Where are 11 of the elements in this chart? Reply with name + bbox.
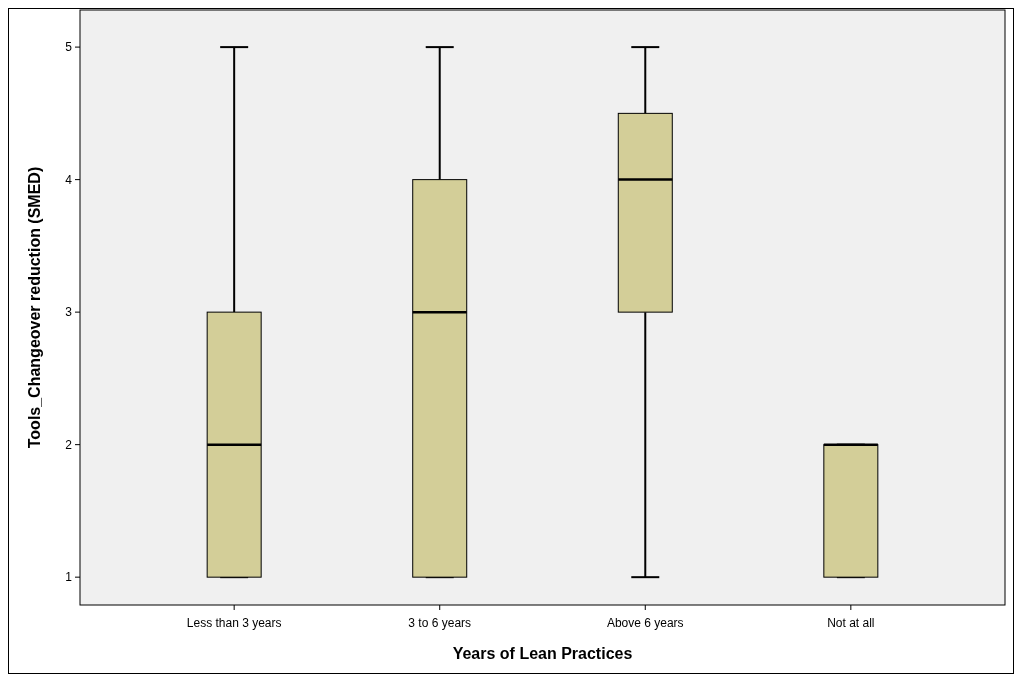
x-tick-label: 3 to 6 years (408, 616, 472, 630)
x-tick-label: Not at all (827, 616, 875, 630)
y-tick-label: 5 (65, 40, 73, 55)
y-tick-label: 1 (65, 570, 73, 585)
x-tick-label: Less than 3 years (186, 616, 282, 630)
y-axis-title: Tools_Changeover reduction (SMED) (26, 166, 43, 449)
x-axis-title: Years of Lean Practices (452, 645, 633, 662)
y-tick-label: 2 (65, 437, 73, 452)
y-tick-label: 3 (65, 305, 73, 320)
y-tick-label: 4 (65, 172, 73, 187)
x-tick-label: Above 6 years (606, 616, 684, 630)
